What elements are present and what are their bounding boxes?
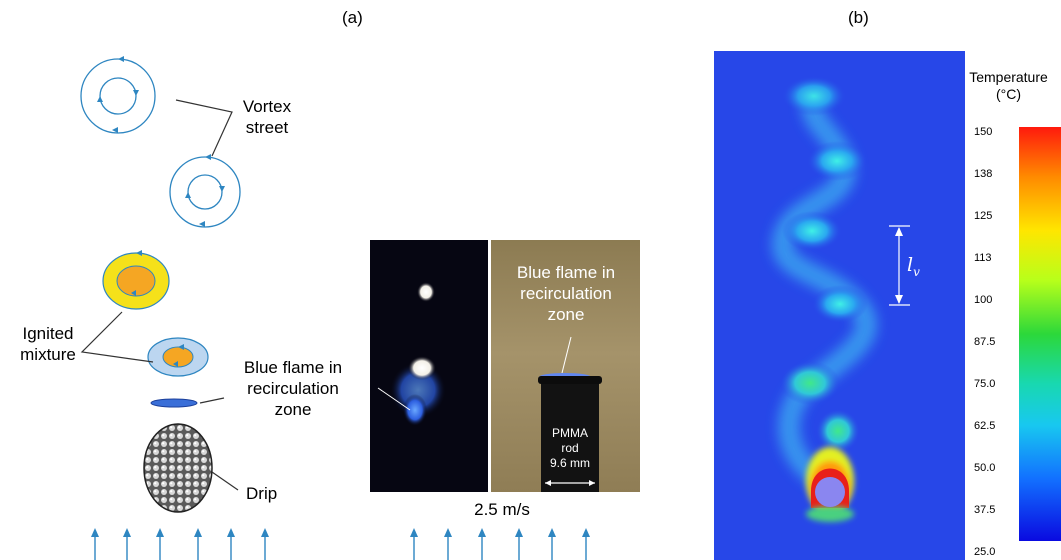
colorbar-ticks: 150 138 125 113 100 87.5 75.0 62.5 50.0 37.5 25.0 <box>974 126 1018 560</box>
flame-droplet-upper <box>417 282 435 302</box>
colorbar-tick-label: 100 <box>974 294 993 306</box>
vortex-upper <box>80 56 156 134</box>
vortex-street-label: Vortex street <box>242 97 292 137</box>
temperature-field <box>714 51 965 560</box>
colorbar-title: Temperature (°C) <box>969 69 1048 102</box>
drip-leader-line <box>211 471 239 491</box>
colorbar-tick-label: 125 <box>974 210 993 222</box>
lv-label: lv <box>907 254 920 279</box>
blue-flame-leader-line <box>199 397 225 404</box>
velocity-label: 2.5 m/s <box>474 500 530 519</box>
colorbar-tick-label: 75.0 <box>974 378 996 390</box>
pmma-rod-photo: Blue flame in recirculation zone PMMA rod 9.… <box>491 240 640 492</box>
drip-shape <box>143 423 213 513</box>
vortex-lower <box>169 154 241 228</box>
ignited-mixture-label: Ignited mixture <box>20 324 76 364</box>
flow-arrows-right <box>410 528 590 560</box>
drip-label: Drip <box>246 484 278 503</box>
pmma-rod-label: PMMA rod 9.6 mm <box>549 426 590 470</box>
blue-flame-disc <box>150 398 198 408</box>
panel-b-label: (b) <box>848 8 869 27</box>
photo-blue-flame-label: Blue flame in recirculation zone <box>516 263 616 324</box>
colorbar-tick-label: 138 <box>974 168 993 180</box>
blue-flame-core <box>403 394 427 426</box>
ignited-mixture-upper <box>102 250 170 310</box>
panel-a-label: (a) <box>342 8 363 27</box>
colorbar-tick-label: 50.0 <box>974 462 996 474</box>
colorbar-tick-label: 150 <box>974 126 993 138</box>
colorbar-tick-label: 87.5 <box>974 336 996 348</box>
blue-flame-label: Blue flame in recirculation zone <box>243 358 343 419</box>
drop-circle <box>815 477 845 507</box>
colorbar-tick-label: 25.0 <box>974 546 996 558</box>
flow-arrows-left <box>91 528 269 560</box>
colorbar-tick-label: 62.5 <box>974 420 996 432</box>
vortex-leader-line <box>175 99 233 157</box>
flame-droplet-lower <box>408 356 436 380</box>
colorbar-tick-label: 113 <box>974 252 992 264</box>
ignited-leader-line <box>80 311 154 363</box>
flame-photo-dark <box>370 240 488 492</box>
colorbar-tick-label: 37.5 <box>974 504 996 516</box>
ignited-mixture-lower <box>147 337 209 377</box>
pmma-rod <box>541 378 599 492</box>
colorbar <box>1019 127 1061 541</box>
